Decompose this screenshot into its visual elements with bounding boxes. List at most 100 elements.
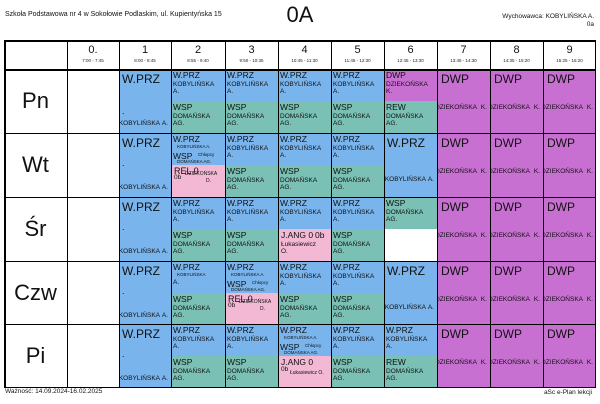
lesson-cell[interactable]: WSP DOMAŃSKA AG. (171, 229, 225, 261)
app-credit: aSc e-Plan lekcji (543, 389, 592, 396)
lesson-dom: DOMAŃSKA (333, 241, 371, 248)
lesson-cell[interactable]: DWP DZIEKOŃSKA K. (437, 69, 490, 133)
lesson-cell[interactable]: DWP DZIEKOŃSKA K. (490, 133, 543, 197)
lesson-cell[interactable]: WSP DOMAŃSKA AG. (331, 292, 384, 324)
lesson-wprz: W.PRZ (173, 134, 200, 144)
lesson-cell[interactable]: W.PRZ KOBYLIŃSKA A. (331, 261, 384, 293)
lesson-cell[interactable]: WSP DOMAŃSKA AG. (331, 356, 384, 388)
lesson-cell[interactable]: DWP DZIEKOŃSKA K. (543, 197, 596, 261)
lesson-dom: DOMAŃSKA (386, 209, 424, 216)
lesson-ag: AG. (173, 248, 185, 255)
lesson-zb: 0b (228, 301, 236, 309)
lesson-dzi: DZIEKOŃSKA (543, 296, 583, 303)
lesson-cell[interactable]: WSP DOMAŃSKA AG. (225, 101, 278, 133)
lesson-cell[interactable]: W.PRZ KOBYLIŃSKA A. (278, 69, 331, 101)
lesson-k: K. (533, 168, 540, 175)
lesson-dom-ag: DOMAŃSKA AG. (177, 159, 212, 164)
lesson-a: A. (427, 176, 434, 183)
lesson-cell[interactable]: WSP DOMAŃSKA AG. (225, 229, 278, 261)
lesson-cell[interactable]: DWP DZIEKOŃSKA K. (543, 324, 596, 388)
lesson-rel: REL 0 (174, 166, 199, 176)
lesson-cell[interactable]: W.PRZ. KOBYLIŃSKA A. (119, 261, 171, 324)
lesson-ag: AG. (333, 184, 345, 191)
lesson-cell[interactable]: DWP DZIEKOŃSKA K. (437, 324, 490, 388)
lesson-rel: REL 0 (228, 293, 253, 304)
period-time: 10:45 - 11:30 (291, 58, 318, 63)
lesson-cell[interactable]: W.PRZ KOBYLIŃSKA A. (225, 197, 278, 229)
lesson-dom: DOMAŃSKA (280, 177, 318, 184)
lesson-cell[interactable]: DWP DZIEKOŃSKA K. (543, 133, 596, 197)
lesson-kob: KOBYLIŃSKA (177, 272, 206, 277)
lesson-dzi: DZIEKOŃSKA (543, 168, 583, 175)
lesson-a: A. (227, 88, 234, 95)
lesson-cell[interactable]: W.PRZ KOBYLIŃSKA A. WSP Chłopcy DOMAŃSKA AG. (171, 133, 225, 165)
lesson-cell[interactable]: W.PRZ KOBYLIŃSKA A. (278, 197, 331, 229)
lesson-cell[interactable]: W.PRZ KOBYLIŃSKA A. WSP Chłopcy DOMAŃSKA AG. (225, 261, 278, 293)
lesson-cell[interactable]: W.PRZ. KOBYLIŃSKA A. (119, 133, 171, 197)
lesson-a: A. (173, 279, 180, 286)
lesson-cell[interactable]: WSP DOMAŃSKA AG. (278, 292, 331, 324)
lesson-cell[interactable]: REL 0 0b DZIEKOŃSKA D. (225, 292, 278, 324)
lesson-cell[interactable]: WSP DOMAŃSKA AG. (384, 197, 437, 229)
lesson-k: K. (586, 232, 593, 239)
period-header-8: 8 14:35 - 15:20 (490, 40, 543, 69)
lesson-cell[interactable]: REL 0 0b DZIEKOŃSKA D. (171, 165, 225, 197)
lesson-cell[interactable]: DWP DZIEKOŃSKA K. (437, 133, 490, 197)
period-time: 7:00 - 7:45 (82, 58, 104, 63)
lesson-cell[interactable]: . W.PRZ KOBYLIŃSKA A. (119, 69, 171, 133)
lesson-cell[interactable]: W.PRZ KOBYLIŃSKA A. (171, 261, 225, 293)
lesson-dot: . (122, 349, 125, 359)
lesson-cell[interactable]: REW DOMAŃSKA AG. (384, 101, 437, 133)
class-teacher: Wychowawca: KOBYLIŃSKA A. 0a (502, 13, 594, 29)
lesson-cell[interactable]: W.PRZ KOBYLIŃSKA A. (384, 133, 437, 197)
lesson-cell[interactable]: WSP DOMAŃSKA AG. (171, 292, 225, 324)
lesson-cell[interactable]: DWP DZIEKOŃSKA K. (543, 69, 596, 133)
lesson-cell[interactable]: W.PRZ KOBYLIŃSKA A. (171, 324, 225, 356)
lesson-dzi: DZIEKOŃSKA (437, 359, 477, 366)
lesson-cell[interactable]: WSP DOMAŃSKA AG. (278, 165, 331, 197)
lesson-cell[interactable]: WSP DOMAŃSKA AG. (171, 356, 225, 388)
lesson-cell[interactable]: WSP DOMAŃSKA AG. (331, 165, 384, 197)
class-teacher-name: Wychowawca: KOBYLIŃSKA A. (502, 13, 594, 20)
lesson-cell[interactable]: J.ANG 0 0b Łukasiewicz O. (278, 229, 331, 261)
lesson-dot: . (122, 286, 125, 296)
lesson-cell[interactable]: W.PRZ KOBYLIŃSKA A. (225, 69, 278, 101)
lesson-cell[interactable]: W.PRZ. KOBYLIŃSKA A. (119, 324, 171, 388)
lesson-cell[interactable]: WSP DOMAŃSKA AG. (331, 101, 384, 133)
lesson-wprz: W.PRZ (227, 70, 254, 80)
lesson-cell[interactable]: W.PRZ KOBYLIŃSKA A. (225, 133, 278, 165)
lesson-cell[interactable]: DWP DZIEKOŃSKA K. (437, 261, 490, 324)
lesson-cell[interactable]: WSP DOMAŃSKA AG. (278, 101, 331, 133)
lesson-cell[interactable]: DWP DZIEKOŃSKA K. (490, 69, 543, 133)
lesson-cell[interactable]: DWP DZIEKOŃSKA K. (490, 324, 543, 388)
grid-line-horizontal (4, 386, 596, 388)
lesson-cell[interactable]: WSP DOMAŃSKA AG. (331, 229, 384, 261)
lesson-cell[interactable]: J.ANG 0 0b Łukasiewicz O. (278, 356, 331, 388)
lesson-ag: AG. (173, 375, 185, 382)
lesson-cell[interactable]: WSP DOMAŃSKA AG. (225, 356, 278, 388)
lesson-cell[interactable]: WSP DOMAŃSKA AG. (225, 165, 278, 197)
lesson-cell[interactable]: W.PRZ KOBYLIŃSKA A. (331, 197, 384, 229)
lesson-cell[interactable]: WSP DOMAŃSKA AG. (171, 101, 225, 133)
lesson-cell[interactable]: W.PRZ KOBYLIŃSKA A. (384, 324, 437, 356)
lesson-cell[interactable]: DWP DZIEKOŃSKA K. (490, 197, 543, 261)
lesson-kob: KOBYLIŃSKA (384, 176, 426, 183)
lesson-cell[interactable]: DWP DZIEKOŃSKA K. (543, 261, 596, 324)
grid-line-vertical (437, 40, 438, 388)
lesson-cell[interactable]: W.PRZ. KOBYLIŃSKA A. (119, 197, 171, 261)
lesson-cell[interactable]: DWP DZIEKOŃSKA K. (437, 197, 490, 261)
lesson-cell[interactable]: W.PRZ KOBYLIŃSKA A. (331, 69, 384, 101)
lesson-cell[interactable]: REW DOMAŃSKA AG. (384, 356, 437, 388)
lesson-cell[interactable]: W.PRZ KOBYLIŃSKA A. (384, 261, 437, 324)
lesson-cell[interactable]: DWP DZIEKOŃSKA K. (384, 69, 437, 101)
lesson-kob: KOBYLIŃSKA (119, 248, 160, 255)
lesson-cell[interactable]: W.PRZ KOBYLIŃSKA A. (225, 324, 278, 356)
lesson-cell[interactable]: W.PRZ KOBYLIŃSKA A. (331, 133, 384, 165)
lesson-cell[interactable]: DWP DZIEKOŃSKA K. (490, 261, 543, 324)
lesson-cell[interactable]: W.PRZ KOBYLIŃSKA A. (278, 261, 331, 293)
lesson-cell[interactable]: W.PRZ KOBYLIŃSKA A. (331, 324, 384, 356)
lesson-cell[interactable]: W.PRZ KOBYLIŃSKA A. (171, 69, 225, 101)
lesson-cell[interactable]: W.PRZ KOBYLIŃSKA A. (278, 133, 331, 165)
lesson-cell[interactable]: W.PRZ KOBYLIŃSKA A. (171, 197, 225, 229)
lesson-cell[interactable]: W.PRZ KOBYLIŃSKA A. WSP Chłopcy DOMAŃSKA AG. (278, 324, 331, 356)
